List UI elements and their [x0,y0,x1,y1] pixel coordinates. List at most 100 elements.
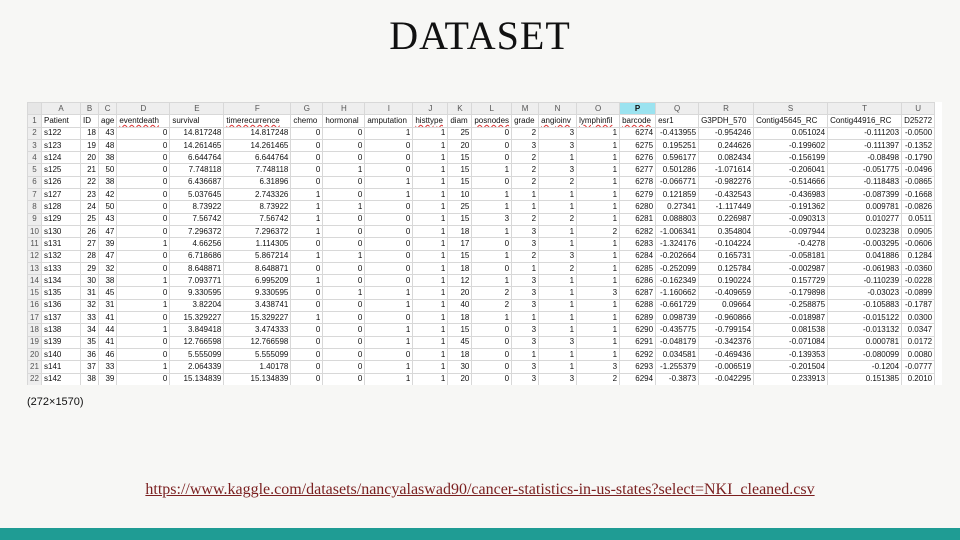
table-cell[interactable]: s129 [41,212,81,226]
table-cell[interactable]: 5.555099 [169,347,225,362]
table-cell[interactable]: 0.010277 [827,212,903,226]
table-cell[interactable]: 1 [412,163,449,177]
field-name-cell[interactable]: G3PDH_570 [698,114,755,128]
table-cell[interactable]: 1 [576,163,621,177]
table-cell[interactable]: 3 [576,360,621,374]
table-cell[interactable]: 1 [538,286,578,300]
field-name-cell[interactable]: chemo [290,114,324,128]
field-name-cell[interactable]: amputation [364,114,414,128]
table-cell[interactable]: 27 [80,237,99,251]
table-cell[interactable]: 1 [290,200,324,214]
row-number[interactable]: 20 [27,347,42,362]
table-cell[interactable]: 41 [97,335,118,349]
field-name-cell[interactable]: age [97,114,118,128]
table-cell[interactable]: 1 [364,360,414,374]
table-cell[interactable]: 1 [290,224,324,239]
table-cell[interactable]: -1.117449 [698,200,755,214]
table-cell[interactable]: 6.718686 [169,249,225,263]
table-cell[interactable]: s142 [41,372,81,385]
table-cell[interactable]: 1 [116,237,171,251]
table-cell[interactable]: 1 [364,188,414,202]
table-cell[interactable]: 12 [447,274,473,288]
table-cell[interactable]: 8.648871 [169,261,225,276]
table-cell[interactable]: 20 [447,372,473,385]
table-cell[interactable]: 1 [364,298,414,313]
table-cell[interactable]: s131 [41,237,81,251]
table-cell[interactable]: 0.354804 [698,224,755,239]
table-cell[interactable]: 47 [97,224,118,239]
row-number[interactable]: 11 [27,237,42,251]
table-cell[interactable]: 1 [576,347,621,362]
table-cell[interactable]: 0 [322,311,366,325]
table-cell[interactable]: 3 [538,335,578,349]
table-cell[interactable]: 0.0300 [901,311,936,325]
table-cell[interactable]: 0 [116,224,171,239]
table-cell[interactable]: 14.261465 [169,138,225,153]
table-cell[interactable]: 6275 [619,138,657,153]
table-cell[interactable]: 0.0080 [901,347,936,362]
table-cell[interactable]: -0.0899 [901,286,936,300]
column-header-u[interactable]: U [901,102,936,116]
table-cell[interactable]: 2 [538,175,578,190]
table-cell[interactable]: -0.105883 [827,298,903,313]
column-header-f[interactable]: F [223,102,292,116]
table-cell[interactable]: 0.041886 [827,249,903,263]
table-cell[interactable]: -1.255379 [655,360,700,374]
table-cell[interactable]: 6.644764 [169,151,225,165]
table-cell[interactable]: s137 [41,311,81,325]
row-number[interactable]: 6 [27,175,42,190]
table-cell[interactable]: 0.190224 [698,274,755,288]
table-cell[interactable]: -0.258875 [753,298,829,313]
table-cell[interactable]: 25 [447,200,473,214]
table-cell[interactable]: s135 [41,286,81,300]
table-cell[interactable]: 1 [412,298,449,313]
table-cell[interactable]: 19 [80,138,99,153]
table-cell[interactable]: 7.296372 [223,224,292,239]
table-cell[interactable]: s127 [41,188,81,202]
table-cell[interactable]: 1 [471,224,513,239]
table-cell[interactable]: 7.56742 [223,212,292,226]
table-cell[interactable]: 0 [471,126,513,140]
table-cell[interactable]: 1 [364,323,414,337]
table-cell[interactable]: 0.000781 [827,335,903,349]
table-cell[interactable]: 6294 [619,372,657,385]
table-cell[interactable]: 0 [322,372,366,385]
table-cell[interactable]: -0.1787 [901,298,936,313]
table-cell[interactable]: -0.139353 [753,347,829,362]
table-cell[interactable]: 0 [290,163,324,177]
table-cell[interactable]: 6280 [619,200,657,214]
field-name-cell[interactable]: angioinv [538,114,578,128]
table-cell[interactable]: 6274 [619,126,657,140]
table-cell[interactable]: 1 [412,274,449,288]
table-cell[interactable]: -1.071614 [698,163,755,177]
table-cell[interactable]: 0.009781 [827,200,903,214]
table-cell[interactable]: 0 [290,237,324,251]
table-cell[interactable]: -0.087399 [827,188,903,202]
table-cell[interactable]: 0.051024 [753,126,829,140]
table-cell[interactable]: 47 [97,249,118,263]
table-cell[interactable]: 0 [364,138,414,153]
table-cell[interactable]: 1 [511,188,540,202]
table-cell[interactable]: s133 [41,261,81,276]
table-cell[interactable]: 14.261465 [223,138,292,153]
table-cell[interactable]: 7.748118 [223,163,292,177]
table-cell[interactable]: 1 [471,200,513,214]
row-number[interactable]: 22 [27,372,42,385]
table-cell[interactable]: 15 [447,212,473,226]
table-cell[interactable]: 0 [364,347,414,362]
table-cell[interactable]: 6289 [619,311,657,325]
row-number[interactable]: 8 [27,200,42,214]
table-cell[interactable]: -0.960866 [698,311,755,325]
table-cell[interactable]: 1 [412,360,449,374]
row-number[interactable]: 7 [27,188,42,202]
table-cell[interactable]: 15 [447,151,473,165]
table-cell[interactable]: s132 [41,249,81,263]
table-cell[interactable]: 0 [364,261,414,276]
table-cell[interactable]: 0 [116,188,171,202]
column-header-s[interactable]: S [753,102,829,116]
table-cell[interactable]: 0 [471,261,513,276]
table-cell[interactable]: 0 [364,212,414,226]
table-cell[interactable]: 1 [412,311,449,325]
table-cell[interactable]: 0 [364,224,414,239]
column-header-d[interactable]: D [116,102,171,116]
